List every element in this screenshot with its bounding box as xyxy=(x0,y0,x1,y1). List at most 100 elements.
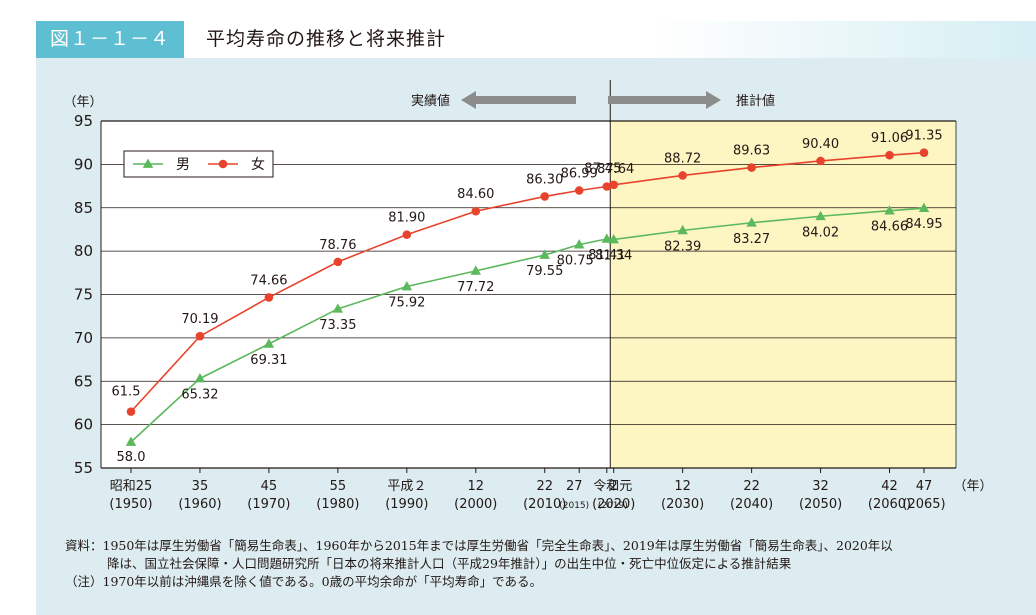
x-tick-label-year: (2015) xyxy=(559,501,589,511)
y-axis-unit: （年） xyxy=(63,95,102,110)
female-data-point xyxy=(402,230,412,239)
x-tick-label-year: (2020) xyxy=(592,497,635,512)
female-data-point xyxy=(678,171,687,180)
male-data-label: 80.75 xyxy=(557,254,594,269)
x-tick-label-year: (1960) xyxy=(178,497,221,512)
x-tick-label-era: 平成２ xyxy=(387,479,426,494)
x-tick-label-era: 55 xyxy=(330,479,347,494)
female-data-point xyxy=(919,148,929,157)
male-data-point xyxy=(918,202,930,213)
x-tick-label-era: 令和元 xyxy=(593,479,632,494)
x-tick-label-year: (2000) xyxy=(454,497,497,512)
x-tick-label-year: (1950) xyxy=(109,497,152,512)
male-data-point xyxy=(884,205,895,215)
title-band xyxy=(184,21,1036,58)
male-data-point xyxy=(601,233,613,243)
x-tick-label-era: 22 xyxy=(743,479,760,494)
male-data-label: 77.72 xyxy=(457,280,494,295)
male-data-label: 81.41 xyxy=(588,248,625,263)
actual-values-label: 実績値 xyxy=(411,93,450,109)
female-data-point xyxy=(602,182,612,191)
x-tick-label-year: (2065) xyxy=(902,497,945,512)
female-data-point xyxy=(540,192,550,201)
y-tick-label: 90 xyxy=(74,155,93,173)
legend-male-label: 男 xyxy=(176,157,190,173)
x-tick-label-era: 昭和25 xyxy=(110,479,153,494)
male-data-point xyxy=(746,217,757,227)
female-data-label: 78.76 xyxy=(319,238,356,253)
projection-arrow-icon xyxy=(608,91,721,109)
y-tick-label: 55 xyxy=(74,459,93,477)
female-data-point xyxy=(609,180,618,190)
x-tick-label-era: 27 xyxy=(566,479,583,494)
footnote: （注）1970年以前は沖縄県を除く値である。0歳の平均余命が「平均寿命」である。 xyxy=(65,574,543,589)
x-tick-label-year: (2060) xyxy=(868,497,911,512)
x-tick-label-era: 22 xyxy=(536,479,553,494)
figure-title: 平均寿命の推移と将来推計 xyxy=(206,28,447,50)
y-tick-label: 65 xyxy=(74,372,93,390)
female-data-label: 70.19 xyxy=(181,312,218,327)
female-data-point xyxy=(264,293,274,302)
y-tick-label: 75 xyxy=(74,286,93,304)
male-data-label: 58.0 xyxy=(117,450,146,465)
male-data-point xyxy=(608,234,619,244)
male-data-label: 82.39 xyxy=(664,239,701,254)
figure-header: 図１－１－４ 平均寿命の推移と将来推計 xyxy=(0,0,1036,58)
female-data-label: 84.60 xyxy=(457,187,494,202)
source-note-line2: 降は、国立社会保障・人口問題研究所「日本の将来推計人口（平成29年推計）」の出生… xyxy=(107,556,792,571)
x-tick-label-era: 47 xyxy=(916,479,933,494)
projection-values-label: 推計値 xyxy=(736,93,775,109)
male-data-point xyxy=(194,372,206,383)
x-tick-label-era: 45 xyxy=(261,479,278,494)
x-tick-label-year: (2019) xyxy=(598,501,628,511)
male-data-label: 83.27 xyxy=(733,232,770,247)
x-tick-label-year: (1980) xyxy=(316,497,359,512)
legend-female-marker xyxy=(218,159,228,169)
female-data-label: 91.06 xyxy=(871,131,908,146)
female-data-label: 61.5 xyxy=(112,385,141,400)
male-data-label: 69.31 xyxy=(250,353,287,368)
male-data-label: 81.34 xyxy=(595,249,632,264)
male-data-label: 79.55 xyxy=(526,264,563,279)
female-data-label: 89.63 xyxy=(733,144,770,159)
x-tick-label-year: (2010) xyxy=(523,497,566,512)
male-data-point xyxy=(815,210,826,221)
x-tick-label-era: 42 xyxy=(881,479,898,494)
x-tick-label-era: 32 xyxy=(812,479,829,494)
female-data-point xyxy=(126,407,136,416)
y-tick-label: 60 xyxy=(74,416,93,434)
legend-female-label: 女 xyxy=(251,156,265,173)
male-data-label: 75.92 xyxy=(388,296,425,311)
male-data-label: 84.02 xyxy=(802,225,839,240)
male-data-point xyxy=(401,281,413,291)
female-data-label: 81.90 xyxy=(388,211,425,226)
female-data-point xyxy=(195,331,205,341)
actual-arrow-icon xyxy=(461,91,576,109)
female-data-label: 88.72 xyxy=(664,151,701,166)
female-data-point xyxy=(747,163,756,172)
source-note-line1: 資料：1950年は厚生労働省「簡易生命表」、1960年から2015年までは厚生労… xyxy=(65,538,893,553)
male-data-point xyxy=(539,249,550,259)
life-expectancy-chart: 95 90 85 80 75 70 65 60 55 （年） 昭和25 (1950) 35 (1960) 4… xyxy=(63,80,993,512)
female-data-label: 87.45 xyxy=(584,161,621,176)
y-tick-label: 70 xyxy=(74,329,93,347)
x-tick-label-era: 12 xyxy=(674,479,691,494)
male-data-label: 73.35 xyxy=(319,318,356,333)
female-data-point xyxy=(816,156,825,166)
male-data-point xyxy=(125,436,137,446)
y-tick-label: 80 xyxy=(74,242,93,260)
male-data-point xyxy=(332,303,344,313)
x-tick-label-year: (1970) xyxy=(247,497,290,512)
x-tick-label-year: (2050) xyxy=(799,497,842,512)
x-tick-label-era: 12 xyxy=(468,479,485,494)
female-data-point xyxy=(333,257,343,267)
female-data-point xyxy=(471,206,481,216)
figure-number-badge: 図１－１－４ xyxy=(36,21,184,58)
female-data-point xyxy=(574,186,584,195)
male-data-point xyxy=(573,239,585,249)
female-data-point xyxy=(885,150,894,160)
female-data-label: 87.64 xyxy=(597,162,634,177)
y-tick-label: 95 xyxy=(74,112,93,130)
female-data-label: 91.35 xyxy=(905,129,942,144)
x-tick-label-era: 35 xyxy=(192,479,209,494)
